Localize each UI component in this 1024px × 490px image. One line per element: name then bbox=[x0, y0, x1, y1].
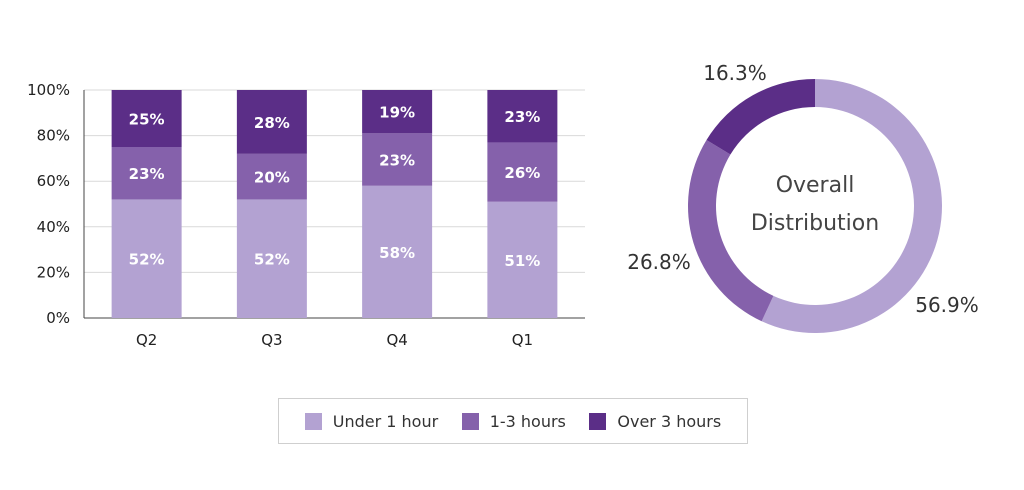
donut-chart: 56.9% 26.8% 16.3% Overall Distribution bbox=[627, 61, 979, 334]
x-tick-label-q1: Q1 bbox=[512, 331, 533, 349]
legend-item-1-3-hours: 1-3 hours bbox=[461, 411, 566, 431]
y-tick-label-0: 0% bbox=[46, 309, 70, 327]
legend-swatch-under-1-hour bbox=[304, 412, 322, 430]
bar-q4-under-1-hour bbox=[362, 185, 433, 318]
bar-label-q2-1-3-hours: 23% bbox=[129, 165, 165, 183]
legend-item-over-3-hours: Over 3 hours bbox=[589, 412, 721, 431]
y-tick-label-20: 20% bbox=[37, 263, 70, 281]
bar-label-q3-1-3-hours: 20% bbox=[254, 169, 290, 187]
bar-q1-under-1-hour bbox=[487, 201, 558, 318]
legend-label-1-3-hours: 1-3 hours bbox=[489, 411, 566, 431]
bar-q2-over-3-hours bbox=[111, 90, 182, 147]
bar-label-q4-over-3-hours: 19% bbox=[379, 104, 415, 122]
x-tick-label-q4: Q4 bbox=[386, 331, 407, 349]
bar-q2-1-3-hours bbox=[111, 147, 182, 200]
bar-q1-over-3-hours bbox=[487, 90, 558, 143]
x-tick-label-q3: Q3 bbox=[261, 331, 282, 349]
bar-q1-1-3-hours bbox=[487, 142, 558, 202]
donut-label-1-3-hours: 26.8% bbox=[627, 250, 691, 274]
stacked-bar-chart: 0% 20% 40% 60% 80% 100% 52% 23% 25% Q2 52% 20% 28% Q3… bbox=[27, 81, 585, 349]
x-tick-label-q2: Q2 bbox=[136, 331, 157, 349]
legend-swatch-over-3-hours bbox=[589, 412, 607, 430]
bar-q3-1-3-hours bbox=[236, 153, 307, 200]
y-tick-label-100: 100% bbox=[27, 81, 70, 99]
bar-q4-over-3-hours bbox=[362, 90, 433, 134]
bar-label-q4-under-1-hour: 58% bbox=[379, 244, 415, 262]
bar-label-q3-under-1-hour: 52% bbox=[254, 251, 290, 269]
legend-label-under-1-hour: Under 1 hour bbox=[332, 411, 439, 431]
bar-q3-over-3-hours bbox=[236, 90, 307, 154]
bar-label-q1-1-3-hours: 26% bbox=[504, 164, 540, 182]
y-tick-label-60: 60% bbox=[37, 172, 70, 190]
legend-label-over-3-hours: Over 3 hours bbox=[617, 411, 722, 431]
bar-q4-1-3-hours bbox=[362, 133, 433, 186]
donut-label-over-3-hours: 16.3% bbox=[703, 61, 767, 85]
bar-label-q2-over-3-hours: 25% bbox=[129, 111, 165, 129]
legend-item-under-1-hour: Under 1 hour bbox=[304, 411, 439, 431]
donut-label-under-1-hour: 56.9% bbox=[915, 293, 979, 317]
y-tick-label-80: 80% bbox=[37, 127, 70, 145]
bar-label-q2-under-1-hour: 52% bbox=[129, 251, 165, 269]
donut-slice-under-1-hour bbox=[761, 79, 942, 334]
bar-label-q1-over-3-hours: 23% bbox=[504, 108, 540, 126]
bar-label-q3-over-3-hours: 28% bbox=[254, 114, 290, 132]
bar-label-q4-1-3-hours: 23% bbox=[379, 152, 415, 170]
donut-center-text-2: Distribution bbox=[751, 211, 879, 236]
donut-center-text-1: Overall bbox=[776, 173, 855, 198]
legend: Under 1 hour 1-3 hours Over 3 hours bbox=[278, 398, 748, 444]
bar-q3-under-1-hour bbox=[236, 199, 307, 318]
bar-label-q1-under-1-hour: 51% bbox=[504, 252, 540, 270]
y-tick-label-40: 40% bbox=[37, 218, 70, 236]
legend-swatch-1-3-hours bbox=[461, 412, 479, 430]
bar-q2-under-1-hour bbox=[111, 199, 182, 318]
donut-slice-1-3-hours bbox=[688, 139, 774, 322]
donut-slice-over-3-hours bbox=[706, 79, 815, 155]
